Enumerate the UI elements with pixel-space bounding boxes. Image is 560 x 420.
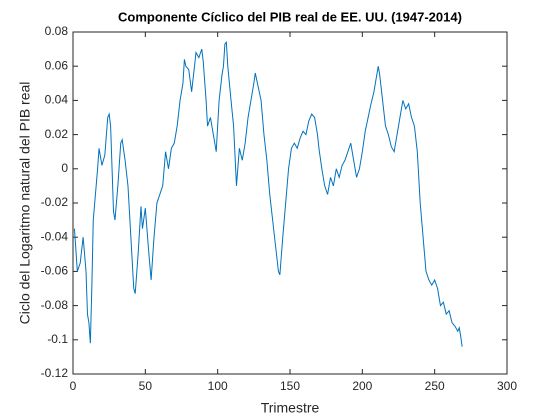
x-tick-label: 150: [280, 379, 300, 393]
y-tick-label: 0.08: [45, 24, 69, 38]
y-tick-label: 0.06: [45, 58, 69, 72]
y-tick-label: -0.1: [47, 332, 68, 346]
x-tick-label: 50: [139, 379, 153, 393]
x-tick-label: 0: [70, 379, 77, 393]
chart-title: Componente Cíclico del PIB real de EE. U…: [118, 9, 462, 24]
axes-box: [72, 31, 508, 375]
y-tick-label: 0.04: [45, 93, 69, 107]
y-tick-label: -0.12: [41, 366, 69, 380]
y-tick-label: -0.02: [41, 195, 69, 209]
x-tick-label: 300: [497, 379, 517, 393]
x-tick-label: 200: [352, 379, 372, 393]
y-tick-label: 0: [61, 161, 68, 175]
line-series: [73, 40, 463, 347]
y-tick-label: -0.04: [41, 229, 69, 243]
x-axis-label: Trimestre: [261, 400, 320, 416]
y-tick-label: -0.06: [41, 264, 69, 278]
y-tick-label: -0.08: [41, 298, 69, 312]
y-axis-label: Ciclo del Logaritmo natural del PIB real: [17, 82, 33, 325]
x-tick-label: 100: [208, 379, 228, 393]
x-tick-label: 250: [425, 379, 445, 393]
y-tick-label: 0.02: [45, 127, 69, 141]
